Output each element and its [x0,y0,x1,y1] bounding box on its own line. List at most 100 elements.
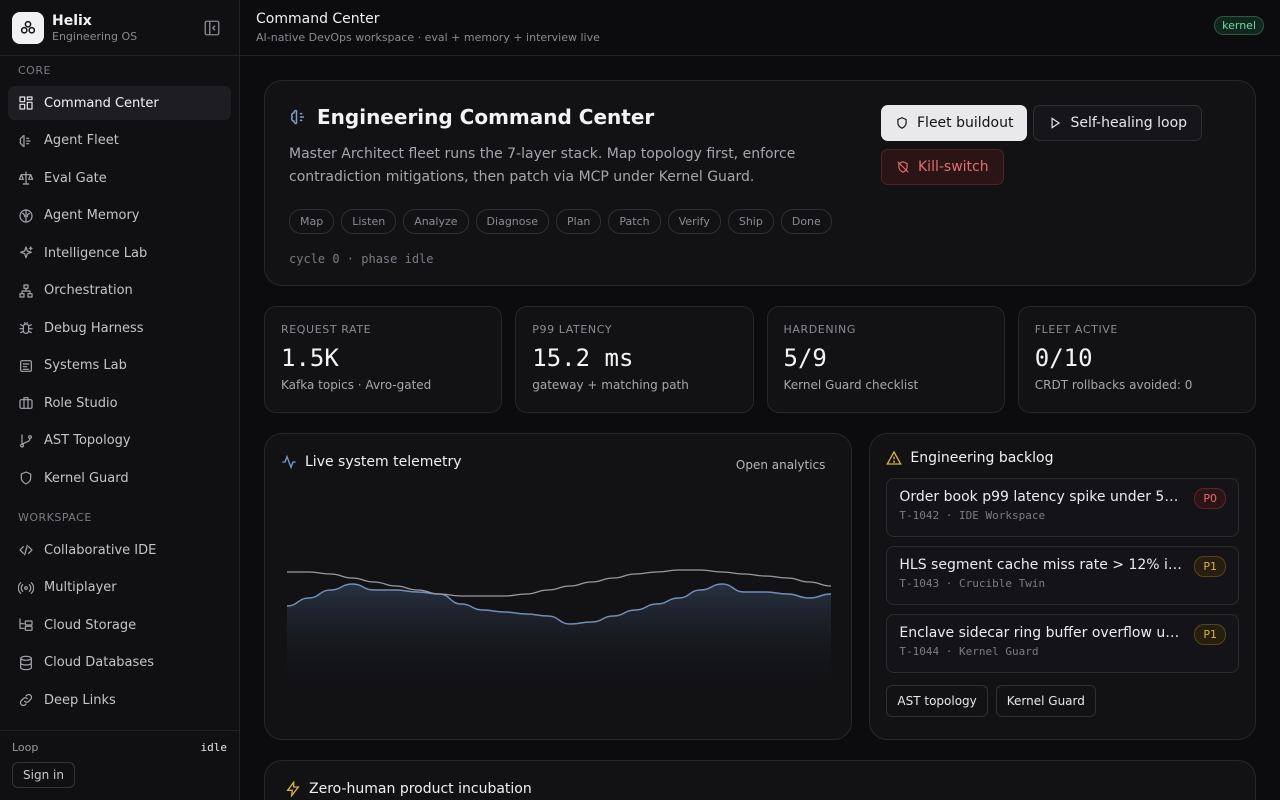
sidebar-item-label: Kernel Guard [44,470,129,486]
shield-off-icon [897,161,909,173]
sidebar-item-label: Deep Links [44,692,116,708]
sidebar-item-kernel-guard[interactable]: Kernel Guard [8,461,231,495]
sidebar-item-orchestration[interactable]: Orchestration [8,274,231,308]
stat-value: 5/9 [783,344,827,372]
ticket-list: Order book p99 latency spike under 5k or… [886,478,1239,673]
ticket-area: Crucible Twin [959,577,1046,590]
sidebar-item-label: Agent Memory [44,208,140,223]
play-icon [1051,117,1061,129]
brand-subtitle: Engineering OS [52,29,138,43]
sidebar-item-multiplayer[interactable]: Multiplayer [8,571,231,605]
sidebar-item-agent-fleet[interactable]: Agent Fleet [8,124,231,158]
sidebar-item-label: Orchestration [44,283,133,298]
sign-in-button[interactable]: Sign in [12,762,75,788]
sidebar-item-eval-gate[interactable]: Eval Gate [8,161,231,195]
priority-badge: P1 [1194,624,1226,645]
code-icon [19,544,33,556]
incubation-title-text: Zero-human product incubation [309,781,532,797]
kill-switch-button[interactable]: Kill-switch [881,149,1004,185]
loop-state: idle [200,741,228,754]
phase-chip-verify: Verify [667,209,721,234]
sidebar-item-intelligence-lab[interactable]: Intelligence Lab [8,236,231,270]
open-analytics-link[interactable]: Open analytics [735,458,826,472]
telemetry-title: Live system telemetry [281,454,835,470]
sidebar-section-label: CORE [18,64,51,77]
radio-icon [18,581,34,594]
ticket-meta: T-1043 · Crucible Twin [899,577,1046,590]
brain-icon [19,134,31,147]
sidebar-item-role-studio[interactable]: Role Studio [8,386,231,420]
backlog-ticket[interactable]: Enclave sidecar ring buffer overflow und… [886,614,1239,673]
ticket-id: T-1043 [899,577,940,590]
ticket-area: Kernel Guard [959,645,1039,658]
stat-card-request-rate: REQUEST RATE 1.5K Kafka topics · Avro-ga… [264,306,503,413]
ticket-id: T-1042 [899,509,940,522]
self-healing-loop-button[interactable]: Self-healing loop [1033,105,1203,141]
backlog-ticket[interactable]: HLS segment cache miss rate > 12% in edg… [886,546,1239,605]
shield-icon [20,471,32,485]
collapse-sidebar-icon[interactable] [203,19,221,37]
stat-caption: Kernel Guard checklist [783,378,919,392]
phase-chip-done: Done [780,209,832,234]
hero-card: Engineering Command Center Master Archit… [264,80,1256,286]
sidebar-item-systems-lab[interactable]: Systems Lab [8,349,231,383]
sidebar-item-label: Cloud Databases [44,655,155,670]
link-button-kernel-guard[interactable]: Kernel Guard [995,685,1096,717]
ticket-title: Order book p99 latency spike under 5k or… [899,489,1183,505]
sidebar-footer: Loop idle Sign in [0,730,239,800]
sidebar-item-agent-memory[interactable]: Agent Memory [8,199,231,233]
stat-card-hardening: HARDENING 5/9 Kernel Guard checklist [766,306,1005,413]
backlog-title-text: Engineering backlog [910,450,1054,466]
telemetry-area-fill [287,584,831,694]
sidebar-item-label: AST Topology [44,433,131,448]
fleet-buildout-label: Fleet buildout [917,115,1014,131]
sidebar-item-label: Multiplayer [44,580,117,595]
backlog-title: Engineering backlog [886,450,1239,466]
backlog-ticket[interactable]: Order book p99 latency spike under 5k or… [886,478,1239,537]
briefcase-icon [19,397,33,409]
sparkles-icon [20,246,33,259]
stat-card-fleet-active: FLEET ACTIVE 0/10 CRDT rollbacks avoided… [1017,306,1256,413]
phase-chip-diagnose: Diagnose [475,209,549,234]
sidebar-item-label: Collaborative IDE [44,542,157,558]
sidebar-item-cloud-databases[interactable]: Cloud Databases [8,646,231,680]
sidebar-item-debug-harness[interactable]: Debug Harness [8,311,231,345]
backlog-links: AST topology Kernel Guard [886,685,1239,717]
page-subtitle: AI-native DevOps workspace · eval + memo… [256,31,600,44]
panels-row: Live system telemetry Open analytics [264,433,1256,740]
loop-status: Loop idle [12,741,227,754]
hero-actions: Fleet buildout Self-healing loop Kill-sw… [881,105,1221,193]
sidebar-section-label: WORKSPACE [18,511,92,524]
content: Engineering Command Center Master Archit… [240,56,1280,800]
folder-tree-icon [19,618,33,631]
priority-badge: P0 [1194,488,1226,509]
telemetry-chart [286,569,832,694]
sidebar-item-collaborative-ide[interactable]: Collaborative IDE [8,533,231,567]
brand: Helix Engineering OS [0,0,239,56]
telemetry-card: Live system telemetry Open analytics [264,433,853,740]
stats-row: REQUEST RATE 1.5K Kafka topics · Avro-ga… [264,306,1256,413]
bug-icon [19,322,33,334]
stat-caption: Kafka topics · Avro-gated [281,378,432,392]
sidebar-item-command-center[interactable]: Command Center [8,86,231,120]
sidebar-item-team-chat[interactable]: Team Chat [8,721,231,731]
brain-circuit-icon [19,208,33,223]
link-button-ast-topology[interactable]: AST topology [886,685,988,717]
fleet-buildout-button[interactable]: Fleet buildout [881,105,1028,141]
ticket-meta: T-1044 · Kernel Guard [899,645,1039,658]
zap-icon [286,781,300,797]
sidebar-item-label: Debug Harness [44,320,144,336]
cycle-status: cycle 0 · phase idle [289,252,434,266]
stat-card-p99-latency: P99 LATENCY 15.2 ms gateway + matching p… [515,306,754,413]
sidebar-item-deep-links[interactable]: Deep Links [8,683,231,717]
kill-switch-label: Kill-switch [918,159,989,175]
shield-icon [897,117,907,129]
priority-badge: P1 [1194,556,1226,577]
stat-label: FLEET ACTIVE [1034,323,1118,336]
sidebar-item-label: Intelligence Lab [44,245,148,261]
telemetry-series-b-line [286,569,832,597]
helix-logo-icon [12,11,44,44]
sidebar-item-cloud-storage[interactable]: Cloud Storage [8,608,231,642]
sidebar-item-ast-topology[interactable]: AST Topology [8,424,231,458]
